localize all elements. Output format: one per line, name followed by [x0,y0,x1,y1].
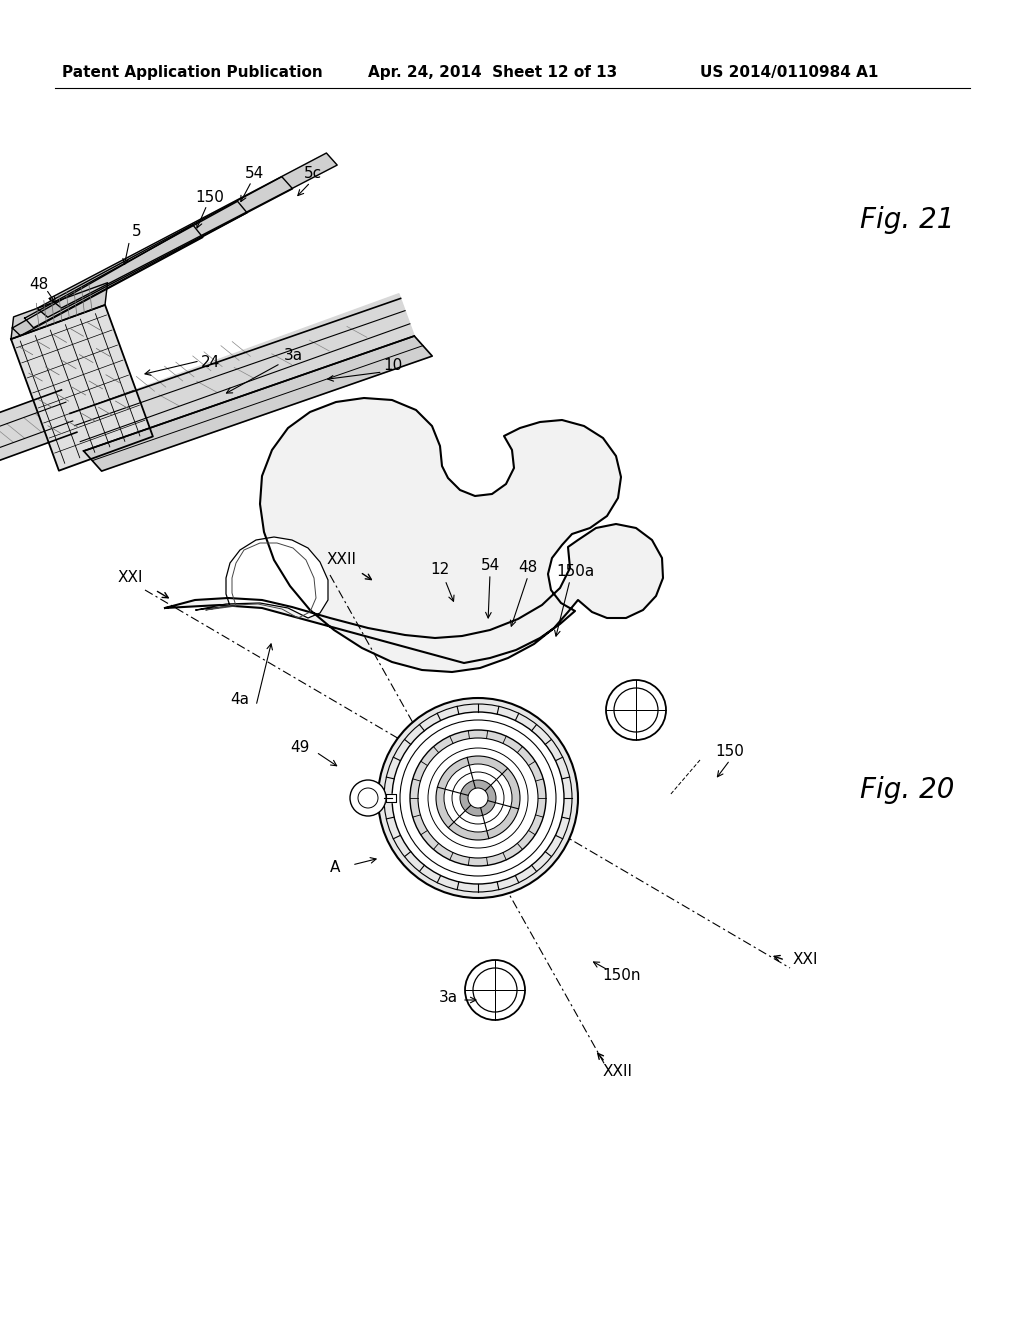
Polygon shape [165,399,663,672]
Text: US 2014/0110984 A1: US 2014/0110984 A1 [700,65,879,79]
Circle shape [606,680,666,741]
Text: 49: 49 [291,741,309,755]
Circle shape [350,780,386,816]
Text: A: A [330,861,340,875]
Circle shape [378,698,578,898]
Text: 12: 12 [430,562,450,578]
Text: 48: 48 [518,561,538,576]
Text: 150: 150 [716,744,744,759]
Polygon shape [84,337,432,471]
Text: XXII: XXII [603,1064,633,1080]
Polygon shape [49,153,337,308]
Polygon shape [37,177,293,317]
Text: Patent Application Publication: Patent Application Publication [62,65,323,79]
Circle shape [468,788,488,808]
Circle shape [444,764,512,832]
Polygon shape [70,294,415,451]
Text: 5c: 5c [304,166,322,181]
Polygon shape [386,795,396,803]
Text: XXI: XXI [118,570,142,586]
Circle shape [436,756,520,840]
Text: Fig. 20: Fig. 20 [860,776,954,804]
Text: 150: 150 [196,190,224,205]
Text: 4a: 4a [230,693,250,708]
Text: 3a: 3a [284,348,303,363]
Text: 54: 54 [245,166,264,181]
Text: 150n: 150n [603,968,641,982]
Text: XXI: XXI [793,953,818,968]
Circle shape [392,711,564,884]
Polygon shape [11,305,153,471]
Text: 24: 24 [202,355,220,370]
Circle shape [410,730,546,866]
Text: 54: 54 [480,557,500,573]
Polygon shape [25,202,247,327]
Text: 48: 48 [30,277,48,292]
Polygon shape [196,537,328,618]
Text: Fig. 21: Fig. 21 [860,206,954,234]
Text: 5: 5 [132,224,141,239]
Text: XXII: XXII [327,553,357,568]
Text: 3a: 3a [438,990,458,1006]
Text: 10: 10 [383,358,402,372]
Text: 150a: 150a [556,565,594,579]
Circle shape [465,960,525,1020]
Polygon shape [11,282,108,339]
Polygon shape [0,389,77,556]
Circle shape [460,780,496,816]
Polygon shape [12,224,203,335]
Text: Apr. 24, 2014  Sheet 12 of 13: Apr. 24, 2014 Sheet 12 of 13 [368,65,617,79]
Circle shape [418,738,538,858]
